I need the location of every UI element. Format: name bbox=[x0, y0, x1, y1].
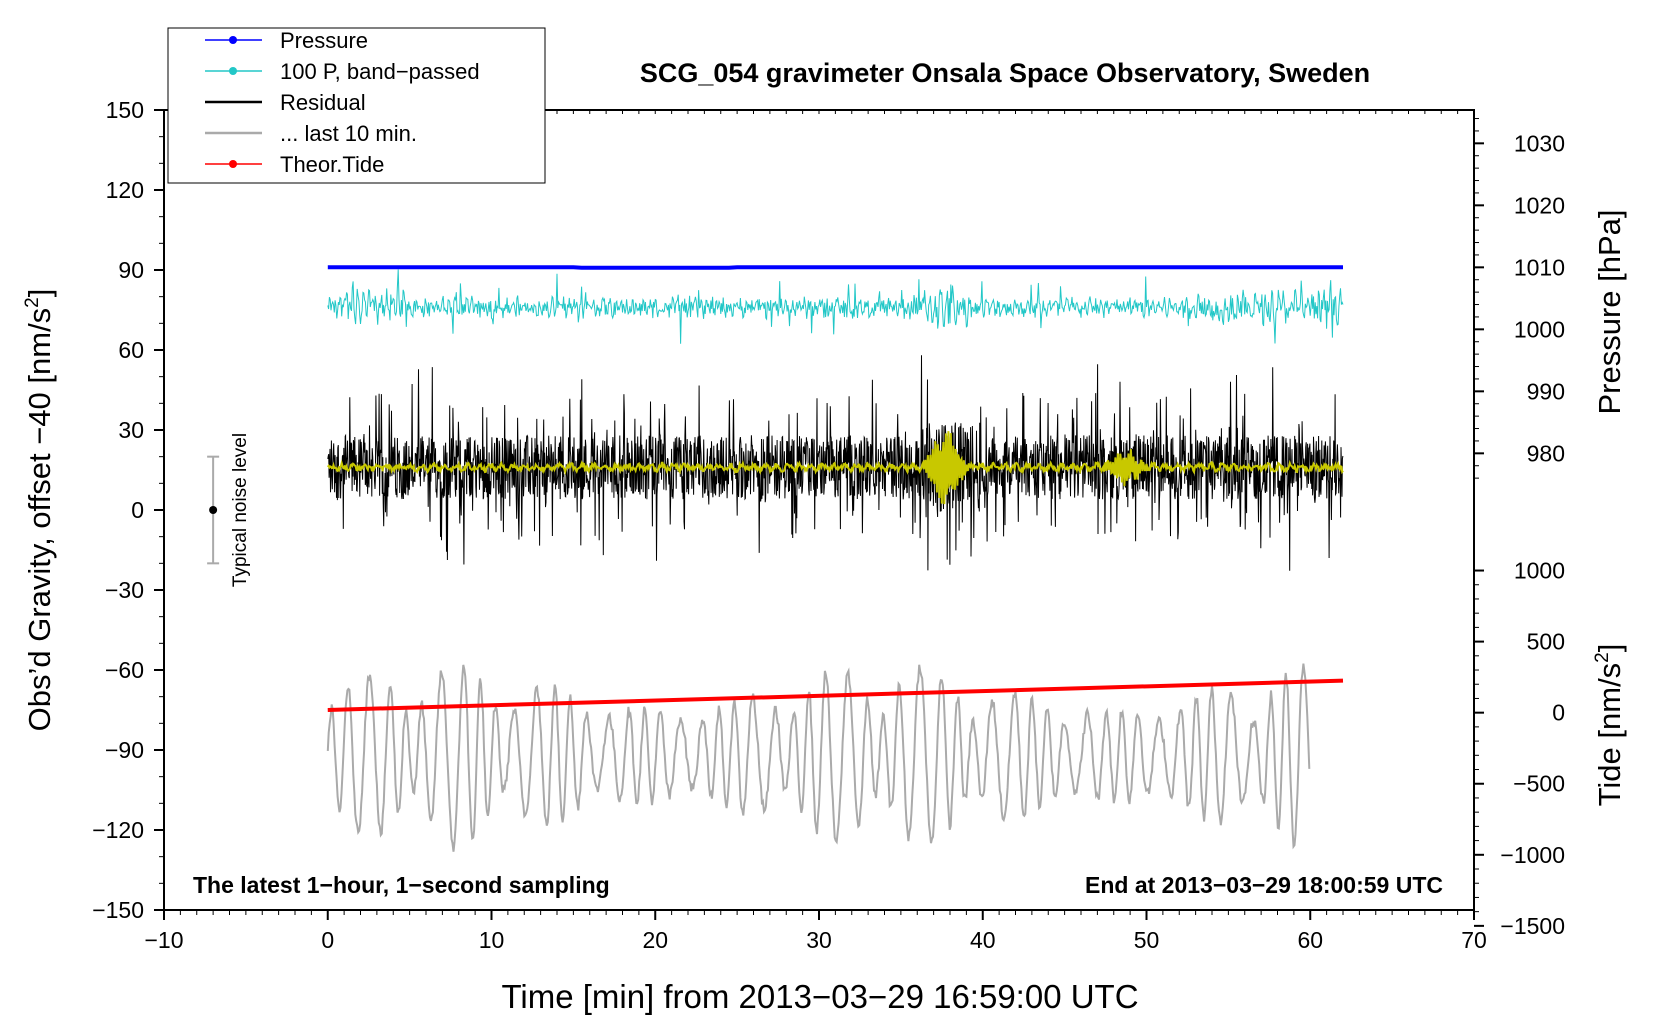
left-tick-label: −150 bbox=[92, 897, 144, 923]
left-tick-label: −90 bbox=[105, 737, 144, 763]
tide-axis-tick-labels: 1000 500 0 −500 −1000 −1500 bbox=[1500, 558, 1565, 939]
x-axis-tick-labels: −10 0 10 20 30 40 50 60 70 bbox=[144, 927, 1486, 953]
left-tick-label: 90 bbox=[118, 257, 144, 283]
tide-tick-label: −500 bbox=[1513, 771, 1565, 797]
left-tick-label: −120 bbox=[92, 817, 144, 843]
x-axis-label: Time [min] from 2013−03−29 16:59:00 UTC bbox=[501, 978, 1138, 1015]
pressure-tick-label: 980 bbox=[1527, 440, 1565, 466]
legend-label: 100 P, band−passed bbox=[280, 59, 480, 84]
x-tick-label: 0 bbox=[321, 927, 334, 953]
legend-marker bbox=[229, 36, 237, 44]
noise-bar-center bbox=[209, 506, 218, 514]
x-tick-label: 50 bbox=[1134, 927, 1160, 953]
x-tick-label: 20 bbox=[642, 927, 668, 953]
x-tick-label: 60 bbox=[1297, 927, 1323, 953]
left-axis-tick-labels: 150 120 90 60 30 0 −30 −60 −90 −120 −150 bbox=[92, 97, 144, 923]
tide-tick-label: −1000 bbox=[1500, 842, 1565, 868]
pressure-tick-label: 1000 bbox=[1514, 316, 1565, 342]
left-tick-label: −60 bbox=[105, 657, 144, 683]
theoretical-tide-line bbox=[327, 678, 1344, 712]
legend-label: ... last 10 min. bbox=[280, 121, 417, 146]
left-tick-label: 0 bbox=[131, 497, 144, 523]
tide-tick-label: −1500 bbox=[1500, 913, 1565, 939]
y-axis-label-pressure: Pressure [hPa] bbox=[1592, 209, 1627, 414]
legend-box bbox=[167, 27, 546, 184]
pressure-tick-label: 1020 bbox=[1514, 192, 1565, 218]
x-tick-label: −10 bbox=[144, 927, 183, 953]
x-tick-label: 10 bbox=[479, 927, 505, 953]
left-tick-label: 60 bbox=[118, 337, 144, 363]
noise-level-indicator bbox=[207, 455, 220, 565]
left-tick-label: −30 bbox=[105, 577, 144, 603]
axis-ticks bbox=[154, 109, 1484, 927]
last-10-min-line bbox=[326, 663, 1311, 852]
pressure-tick-label: 1030 bbox=[1514, 130, 1565, 156]
y-axis-label-tide: Tide [nm/s2] bbox=[1592, 644, 1627, 807]
legend-label: Residual bbox=[280, 90, 366, 115]
series-layer bbox=[326, 265, 1344, 852]
y-axis-label-left: Obs’d Gravity, offset −40 [nm/s2] bbox=[22, 289, 57, 732]
tide-tick-label: 1000 bbox=[1514, 558, 1565, 584]
legend-label: Theor.Tide bbox=[280, 152, 384, 177]
pressure-bandpassed-line bbox=[327, 269, 1344, 344]
annotation-end-time: End at 2013−03−29 18:00:59 UTC bbox=[1085, 872, 1443, 898]
left-tick-label: 120 bbox=[106, 177, 144, 203]
residual-line bbox=[327, 355, 1344, 571]
chart-title: SCG_054 gravimeter Onsala Space Observat… bbox=[640, 58, 1370, 88]
left-tick-label: 30 bbox=[118, 417, 144, 443]
tide-tick-label: 500 bbox=[1527, 629, 1565, 655]
legend-marker bbox=[229, 67, 237, 75]
noise-level-label: Typical noise level bbox=[230, 433, 251, 587]
left-tick-label: 150 bbox=[106, 97, 144, 123]
pressure-tick-label: 990 bbox=[1527, 378, 1565, 404]
residual-smoothed-line bbox=[326, 431, 1344, 505]
x-tick-label: 30 bbox=[806, 927, 832, 953]
annotation-sampling: The latest 1−hour, 1−second sampling bbox=[193, 872, 610, 898]
pressure-axis-tick-labels: 1030 1020 1010 1000 990 980 bbox=[1514, 130, 1565, 466]
pressure-tick-label: 1010 bbox=[1514, 254, 1565, 280]
tide-tick-label: 0 bbox=[1552, 700, 1565, 726]
legend-marker bbox=[229, 160, 237, 168]
x-tick-label: 40 bbox=[970, 927, 996, 953]
legend: Pressure 100 P, band−passed Residual ... la… bbox=[167, 27, 546, 184]
legend-label: Pressure bbox=[280, 28, 368, 53]
x-tick-label: 70 bbox=[1461, 927, 1487, 953]
